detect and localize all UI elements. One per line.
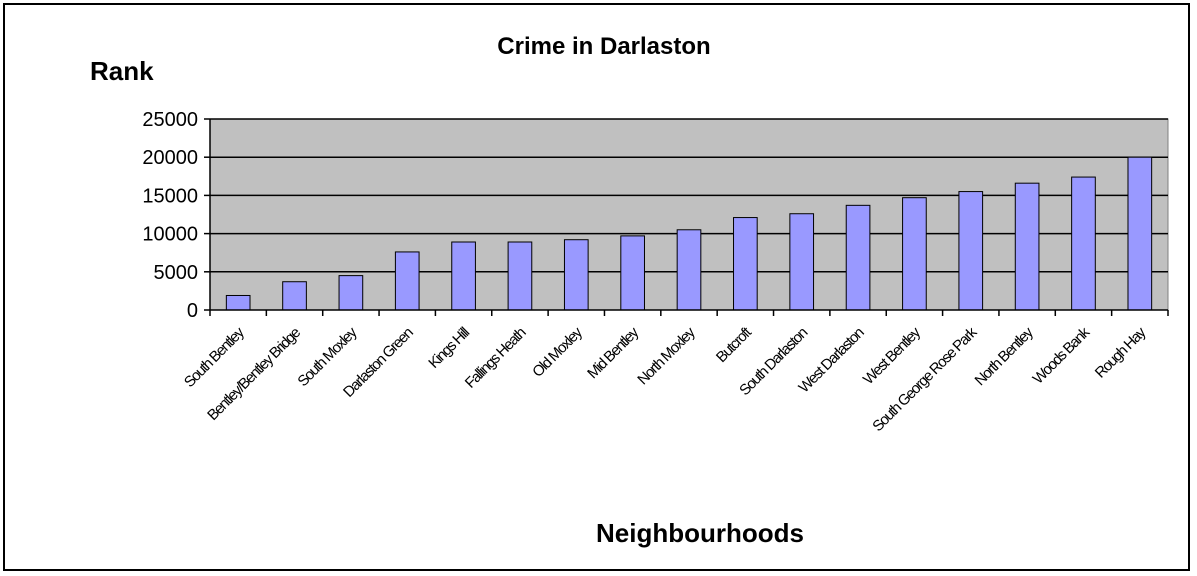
bar [282,281,307,311]
bars [225,156,1153,311]
x-tick-label: Kings Hill [425,324,473,372]
bar [845,204,871,311]
plot-area: 0 5000 10000 15000 20000 25000 South BentleyB… [142,109,1169,436]
y-tick-label: 20000 [142,147,198,169]
bar [1014,182,1040,311]
bar [676,229,702,311]
bar [902,197,927,311]
x-tick-label: North Moxley [634,324,699,389]
bar [958,191,984,311]
bar [620,235,645,311]
bar [338,275,364,311]
x-tick-label: Bentley/Bentley Bridge [204,324,304,424]
x-tick-label: Fallings Heath [462,324,530,392]
bar [789,213,815,311]
bar [451,241,476,311]
y-tick-label: 0 [187,300,198,322]
x-axis-title: Neighbourhoods [596,518,804,548]
x-tick-label: Rough Hay [1092,324,1150,382]
bar [507,241,533,311]
x-tick-label: Butcroft [713,323,756,366]
chart-title: Crime in Darlaston [497,33,710,60]
y-tick-label: 15000 [142,185,198,207]
y-axis: 0 5000 10000 15000 20000 25000 [142,109,211,322]
bar [563,239,589,311]
bar [225,294,251,311]
x-tick-label: North Bentley [972,324,1038,390]
bar [394,251,420,311]
x-tick-label: Old Moxley [529,324,586,381]
bar [733,217,758,311]
bar [1071,176,1096,311]
x-tick-label: Woods Bank [1030,324,1094,388]
y-axis-title: Rank [90,56,154,86]
y-tick-label: 5000 [154,262,199,284]
y-tick-label: 10000 [142,224,198,246]
x-tick-label: Mid Bentley [584,324,643,383]
bar [1127,156,1153,311]
x-tick-label: South George Rose Park [869,324,981,436]
y-tick-label: 25000 [142,109,198,131]
